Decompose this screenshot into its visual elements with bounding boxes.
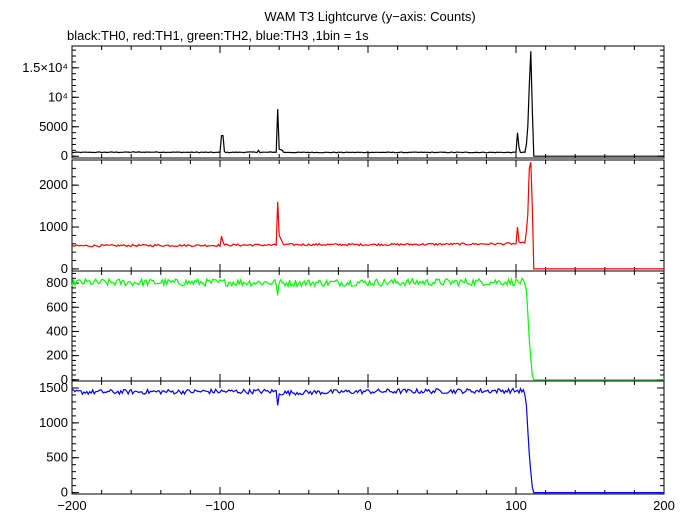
y-tick-label: 500 bbox=[46, 450, 68, 465]
y-tick-label: 5000 bbox=[39, 119, 68, 134]
panel-th0: 0 5000 10⁴ 1.5×10⁴ bbox=[22, 45, 665, 163]
panel-frame bbox=[71, 270, 665, 382]
y-tick-label: 10⁴ bbox=[48, 89, 68, 104]
y-tick-label: 0 bbox=[61, 261, 68, 276]
y-tick-label: 1000 bbox=[39, 415, 68, 430]
x-tick-label: 0 bbox=[364, 498, 371, 513]
x-tick-label: 200 bbox=[653, 498, 675, 513]
y-tick-label: 1000 bbox=[39, 219, 68, 234]
series-line-th1 bbox=[71, 161, 664, 270]
y-tick-label: 2000 bbox=[39, 177, 68, 192]
x-tick-label: −200 bbox=[57, 498, 86, 513]
chart-subtitle: black:TH0, red:TH1, green:TH2, blue:TH3 … bbox=[67, 28, 369, 43]
series-line-th2 bbox=[71, 276, 664, 381]
panel-frame bbox=[71, 45, 665, 159]
y-tick-label: 600 bbox=[46, 299, 68, 314]
chart-title: WAM T3 Lightcurve (y−axis: Counts) bbox=[264, 9, 475, 24]
y-tick-label: 400 bbox=[46, 323, 68, 338]
x-tick-label: −100 bbox=[205, 498, 234, 513]
panel-th2: 0 200 400 600 800 bbox=[46, 270, 665, 387]
lightcurve-panels: 0500010⁴1.5×10⁴0100020000200400600800050… bbox=[22, 45, 675, 513]
series-line-th3 bbox=[72, 387, 664, 494]
x-tick-label: 100 bbox=[505, 498, 527, 513]
panel-th3: 0 500 1000 1500 bbox=[39, 380, 665, 500]
y-tick-label: 1.5×10⁴ bbox=[22, 60, 68, 75]
series-line-th0 bbox=[71, 51, 664, 157]
y-tick-label: 1500 bbox=[39, 380, 68, 395]
panel-frame bbox=[71, 380, 665, 495]
y-tick-label: 0 bbox=[61, 148, 68, 163]
panel-th1: 0 1000 2000 bbox=[39, 159, 665, 276]
y-tick-label: 800 bbox=[46, 275, 68, 290]
y-tick-label: 200 bbox=[46, 348, 68, 363]
y-tick-label: 0 bbox=[61, 372, 68, 387]
y-tick-label: 0 bbox=[61, 485, 68, 500]
panel-frame bbox=[71, 159, 665, 272]
